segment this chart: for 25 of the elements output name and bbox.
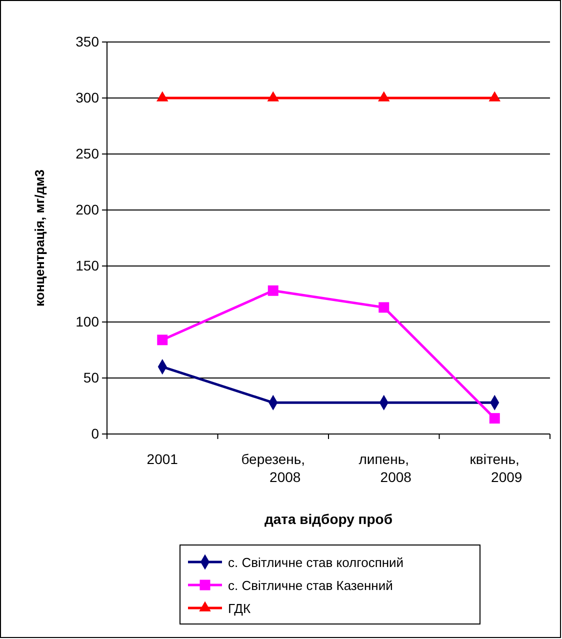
y-tick-label: 100 bbox=[76, 313, 100, 330]
point bbox=[157, 334, 168, 346]
y-tick-label: 50 bbox=[83, 369, 100, 386]
y-tick-label: 350 bbox=[76, 33, 100, 50]
y-tick-label: 200 bbox=[76, 201, 100, 218]
y-tick-label: 0 bbox=[91, 425, 100, 442]
point bbox=[267, 91, 280, 102]
y-axis-title: концентрація, мг/дм3 bbox=[32, 170, 47, 306]
x-tick-label: 2001 bbox=[146, 451, 178, 467]
point bbox=[378, 302, 390, 313]
legend-label: с. Світличне став колгоспний bbox=[228, 555, 404, 570]
point bbox=[489, 413, 500, 424]
point bbox=[156, 91, 168, 102]
x-tick-label: березень, 2008 bbox=[241, 451, 306, 485]
point bbox=[378, 91, 390, 102]
x-tick-label: липень, 2008 bbox=[358, 451, 412, 485]
point bbox=[488, 91, 501, 102]
y-tick-label: 300 bbox=[76, 89, 100, 106]
point bbox=[268, 285, 278, 296]
y-tick-label: 150 bbox=[76, 257, 100, 274]
y-tick-label: 250 bbox=[76, 145, 100, 162]
legend-label: с. Світличне став Казенний bbox=[228, 578, 393, 593]
x-tick-label: квітень, 2009 bbox=[470, 451, 522, 485]
x-axis-title: дата відбору проб bbox=[264, 511, 393, 527]
legend-label: ГДК bbox=[228, 601, 251, 616]
